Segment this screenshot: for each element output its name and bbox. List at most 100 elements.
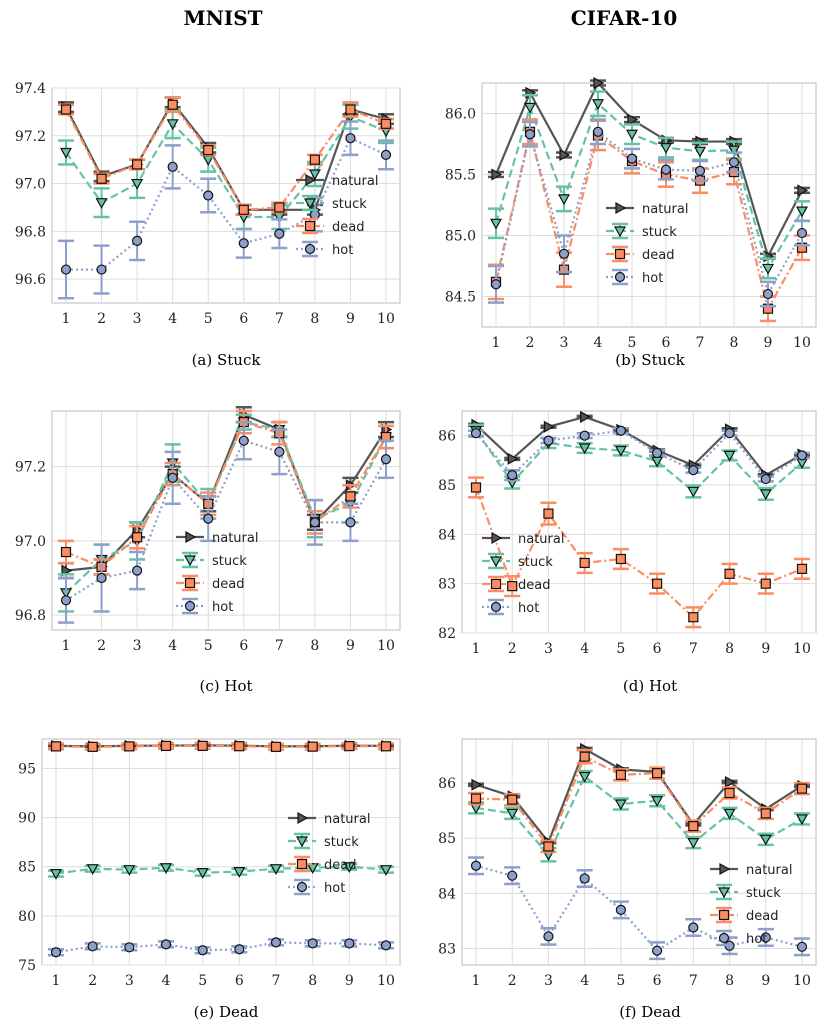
panel-2-legend-point-natural [615,201,627,215]
panel-4-legend-point-hot [490,601,502,613]
panel-1-ytick: 96.8 [15,224,46,240]
panel-4-ytick: 84 [438,527,456,543]
panel-4-point-hot [543,435,554,446]
panel-1: 1 2 3 4 5 6 7 8 9 10 96.6 96.8 97.0 97.2 97.4 natural st… [15,81,401,369]
panel-3-point-hot [309,517,320,528]
panel-4-point-hot [724,428,735,439]
panel-5-xtick: 9 [345,973,354,989]
panel-2-point-natural [559,148,571,161]
panel-2-legend-label-natural: natural [642,202,688,217]
panel-5-xtick: 10 [377,973,395,989]
panel-2-plot-area [481,82,817,328]
panel-2-point-hot [660,164,672,175]
panel-5-line-dead [55,744,387,748]
panel-6-point-hot [760,932,771,943]
panel-5-ytick: 90 [18,811,36,827]
panel-6-point-dead [688,820,699,832]
panel-3-legend-point-dead [184,577,196,589]
panel-1-legend-point-stuck [303,198,317,210]
panel-5-point-stuck [269,864,283,875]
panel-5-point-stuck [49,869,63,880]
panel-5-point-hot [124,942,135,953]
panel-1-ytick: 97.4 [15,81,46,97]
panel-2-legend-label-dead: dead [642,248,674,263]
panel-2-xtick: 9 [764,335,773,351]
panel-5-xtick: 8 [308,973,317,989]
panel-4-legend-point-dead [490,578,502,590]
panel-5-point-stuck [86,864,99,875]
panel-2-point-stuck [523,102,537,114]
panel-2-line-natural [494,81,803,260]
panel-6-point-stuck [723,808,736,820]
panel-4-legend-label-hot: hot [518,601,539,616]
panel-5-point-stuck [379,865,393,876]
panel-5-point-dead [50,741,62,752]
panel-5-point-dead [270,741,282,752]
panel-6-point-dead [796,783,808,794]
panel-5-legend-label-stuck: stuck [324,835,359,850]
panel-6-point-stuck [651,796,664,807]
panel-4-point-stuck [687,486,700,498]
panel-5-ytick: 95 [18,761,36,777]
panel-6-point-stuck [578,771,591,783]
panel-3-point-hot [96,572,107,584]
panel-3-point-hot [238,435,249,446]
panel-5-xtick: 6 [235,973,244,989]
panel-2-ytick: 85.0 [445,229,476,245]
panel-2-point-stuck [557,194,571,206]
panel-6-point-natural [471,778,483,791]
panel-2-legend-label-stuck: stuck [642,225,677,240]
panel-5-xtick: 3 [125,973,134,989]
panel-2-point-stuck [761,263,775,275]
panel-2-xtick: 2 [526,335,535,351]
panel-6-xtick: 7 [689,973,698,989]
panel-4-xtick: 4 [580,641,589,657]
panel-4-point-hot [688,465,699,476]
panel-5-caption: (e) Dead [194,1003,259,1021]
panel-5-xtick: 5 [198,973,207,989]
panel-2-xtick: 4 [594,335,603,351]
panel-5-plot-area [41,738,401,966]
panel-1-point-dead [167,99,178,110]
panel-1-xtick: 4 [168,311,177,327]
panel-6-point-hot [543,931,554,942]
panel-6-xtick: 5 [616,973,625,989]
panel-6-xtick: 4 [580,973,589,989]
panel-3-point-hot [345,517,356,528]
panel-5-point-hot [87,941,98,952]
panel-1-legend-point-dead [304,220,316,232]
panel-3-xtick: 9 [346,638,355,654]
panel-2-point-hot [558,248,570,259]
panel-2-xtick: 1 [492,335,501,351]
panel-6-line-dead [475,755,803,849]
panel-4-point-hot [652,447,663,459]
panel-3-xtick: 10 [377,638,395,654]
panel-4-line-natural [475,415,803,477]
panel-2-point-natural [593,76,605,90]
panel-1-legend: natural stuck dead hot [296,173,378,258]
panel-6-ytick: 85 [438,831,456,847]
panel-4-point-natural [543,420,555,433]
panel-1-legend-label-dead: dead [332,220,364,235]
panel-6-point-hot [652,945,663,956]
panel-1-point-stuck [131,178,144,190]
panel-6-xtick: 10 [793,973,811,989]
panel-5-legend-point-natural [297,811,309,825]
panel-4-point-hot [579,430,590,441]
panel-1-xtick: 6 [239,311,248,327]
panel-3-point-hot [203,513,214,524]
panel-5-point-dead [124,741,135,752]
panel-5-point-dead [307,741,318,752]
panel-6-legend-label-stuck: stuck [746,886,781,901]
panel-5-line-hot [55,941,387,954]
panel-2-caption: (b) Stuck [615,351,685,369]
panel-6-point-stuck [687,838,700,849]
panel-2-point-stuck [693,146,707,158]
panel-4-line-hot [475,429,803,481]
panel-1-point-hot [238,238,249,249]
panel-5-xtick: 7 [272,973,281,989]
panel-4-point-hot [760,473,771,485]
panel-1-xtick: 7 [275,311,284,327]
panel-2-point-hot [490,279,502,290]
panel-2-xtick: 7 [696,335,705,351]
